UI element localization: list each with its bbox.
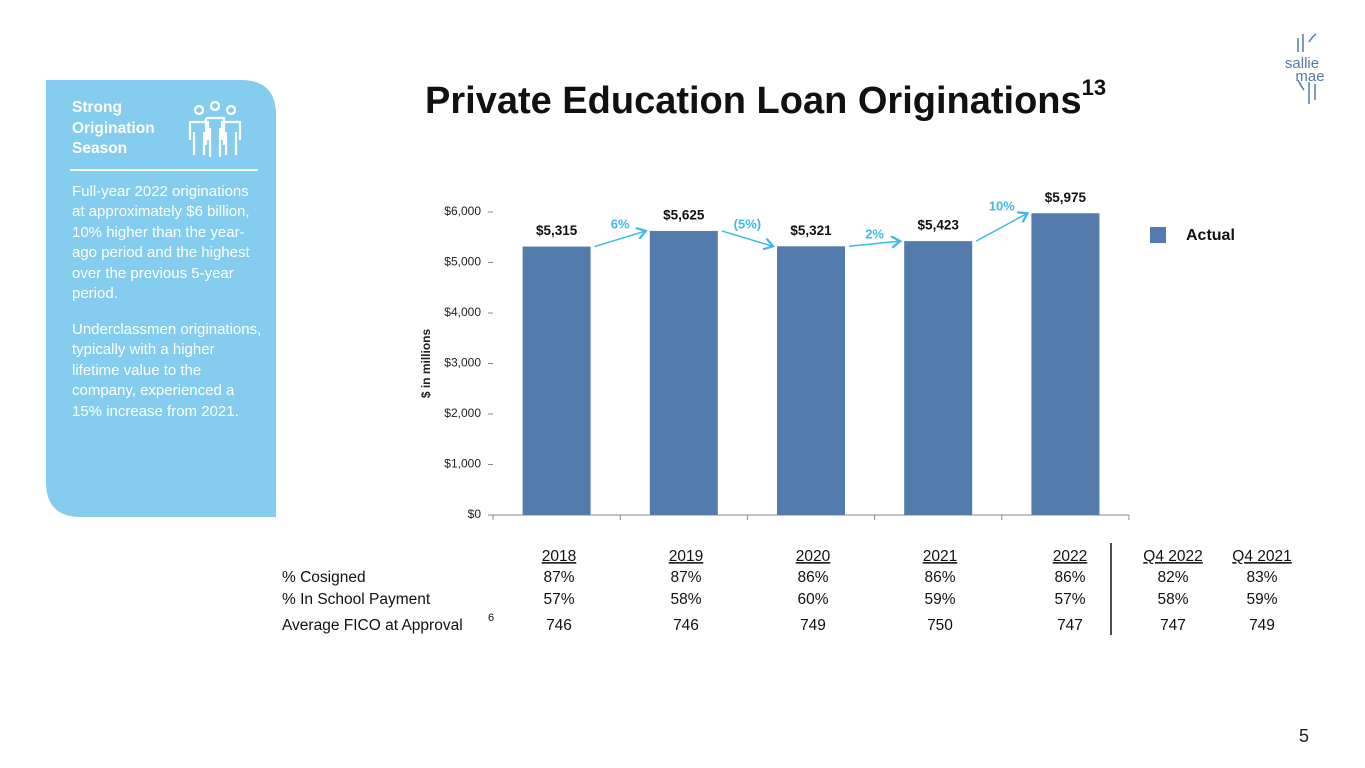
table-cell: 747 [1160,617,1186,634]
table-header: Q4 2022 [1143,548,1202,565]
table-cell: 746 [546,617,572,634]
table-cell: 87% [543,569,574,586]
bar [904,241,973,516]
table-header: Q4 2021 [1232,548,1291,565]
growth-arrow [594,231,646,248]
legend-label: Actual [1186,227,1235,244]
y-axis-label: $ in millions [419,329,433,399]
sidebar-paragraph: Underclassmen originations, typically wi… [72,320,262,420]
data-label: $5,423 [918,218,960,233]
row-label: % In School Payment [282,591,431,608]
bar [649,230,718,515]
table-header: 2019 [669,548,703,565]
y-tick-label: $3,000 [444,356,481,370]
logo-text: mae [1295,68,1324,85]
people-icon [188,100,242,157]
table-cell: 58% [1157,591,1188,608]
title-text: Private Education Loan Originations [425,80,1082,122]
y-tick-label: $0 [468,507,482,521]
y-tick-label: $5,000 [444,255,481,269]
row-label: % Cosigned [282,569,366,586]
row-note: 6 [488,612,494,624]
data-label: $5,625 [663,208,705,223]
data-label: $5,315 [536,223,578,238]
table-cell: 86% [797,569,828,586]
y-tick-label: $2,000 [444,406,481,420]
sidebar-heading: Strong Origination Season [72,99,155,157]
growth-arrow [975,213,1027,242]
table-header: 2022 [1053,548,1087,565]
table-cell: 59% [1246,591,1277,608]
sidebar: Strong Origination Season Full-year 2022… [72,98,264,422]
table-cell: 747 [1057,617,1083,634]
page-number: 5 [1299,726,1309,746]
table-header: 2018 [542,548,576,565]
table-cell: 87% [670,569,701,586]
row-label: Average FICO at Approval [282,617,463,634]
bar [1031,213,1100,515]
logo [1297,33,1317,104]
growth-label: 10% [989,199,1015,214]
legend-swatch [1150,227,1166,243]
table-cell: 749 [800,617,826,634]
table-cell: 57% [543,591,574,608]
title-superscript: 13 [1082,75,1106,100]
table-cell: 57% [1054,591,1085,608]
y-tick-label: $6,000 [444,204,481,218]
table-cell: 58% [670,591,701,608]
table-cell: 746 [673,617,699,634]
logo-text: sallie [1285,55,1319,72]
data-label: $5,975 [1045,190,1087,205]
table-cell: 83% [1246,569,1277,586]
growth-label: 6% [611,216,630,231]
growth-arrow [721,230,773,246]
sidebar-panel [46,80,276,517]
table-cell: 86% [924,569,955,586]
table-header: 2021 [923,548,957,565]
growth-label: (5%) [734,216,761,231]
table-cell: 750 [927,617,953,634]
table-cell: 60% [797,591,828,608]
bar [777,246,845,516]
y-tick-label: $1,000 [444,457,481,471]
table-cell: 82% [1157,569,1188,586]
table-cell: 749 [1249,617,1275,634]
bar [522,246,591,515]
growth-arrow [848,241,900,246]
slide-title: Private Education Loan Originations13 [425,75,1106,122]
table-cell: 86% [1054,569,1085,586]
table-header: 2020 [796,548,831,565]
table-cell: 59% [924,591,955,608]
y-tick-label: $4,000 [444,305,481,319]
data-label: $5,321 [790,223,832,238]
sidebar-paragraph: Full-year 2022 originations at approxima… [72,182,250,303]
growth-label: 2% [865,227,884,242]
